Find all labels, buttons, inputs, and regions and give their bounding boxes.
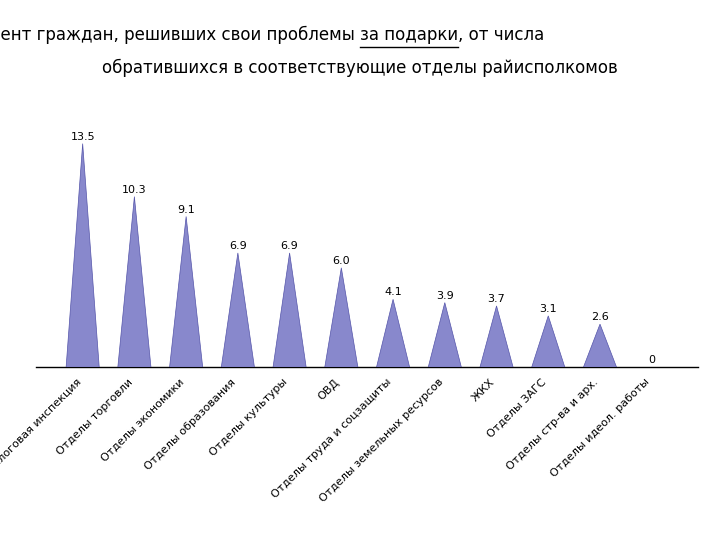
Text: 6.9: 6.9 [281, 241, 299, 251]
Text: 6.9: 6.9 [229, 241, 247, 251]
Text: 3.9: 3.9 [436, 291, 454, 301]
Polygon shape [273, 253, 306, 367]
Polygon shape [531, 316, 564, 367]
Text: 3.1: 3.1 [539, 304, 557, 314]
Polygon shape [221, 253, 254, 367]
Text: Процент граждан, решивших свои проблемы: Процент граждан, решивших свои проблемы [0, 26, 360, 44]
Polygon shape [170, 217, 203, 367]
Polygon shape [480, 306, 513, 367]
Text: 4.1: 4.1 [384, 287, 402, 298]
Text: 2.6: 2.6 [591, 312, 609, 322]
Polygon shape [583, 324, 616, 367]
Text: за подарки: за подарки [360, 26, 458, 44]
Text: обратившихся в соответствующие отделы райисполкомов: обратившихся в соответствующие отделы ра… [102, 58, 618, 77]
Polygon shape [428, 302, 462, 367]
Polygon shape [377, 299, 410, 367]
Text: 3.7: 3.7 [487, 294, 505, 304]
Text: 0: 0 [648, 355, 655, 365]
Text: 13.5: 13.5 [71, 132, 95, 141]
Text: , от числа: , от числа [458, 26, 544, 44]
Text: 9.1: 9.1 [177, 205, 195, 214]
Polygon shape [325, 268, 358, 367]
Polygon shape [118, 197, 151, 367]
Text: 6.0: 6.0 [333, 256, 350, 266]
Polygon shape [66, 144, 99, 367]
Text: 10.3: 10.3 [122, 185, 147, 194]
